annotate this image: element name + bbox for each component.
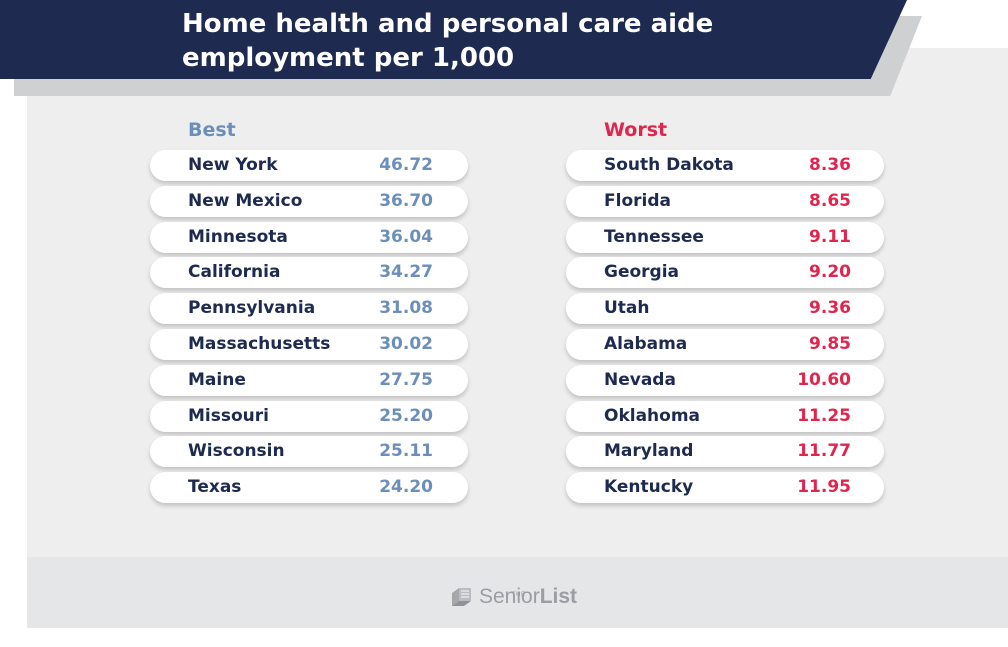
logo-senior: Senior [479, 585, 540, 608]
state-name: Pennsylvania [188, 298, 316, 319]
table-row: Maryland 11.77 [566, 436, 884, 468]
table-row: Maine 27.75 [150, 364, 468, 396]
table-row: Texas 24.20 [150, 472, 468, 504]
table-row: Alabama 9.85 [566, 328, 884, 360]
table-row: New York 46.72 [150, 150, 468, 181]
state-value: 10.60 [797, 369, 851, 390]
table-row: Pennsylvania 31.08 [150, 293, 468, 325]
state-name: California [188, 262, 281, 283]
best-column: Best New York 46.72 New Mexico 36.70 Minne… [150, 117, 468, 508]
table-row: Oklahoma 11.25 [566, 400, 884, 432]
state-value: 34.27 [379, 262, 433, 283]
state-value: 9.11 [809, 226, 851, 247]
state-name: New York [188, 155, 278, 175]
state-name: Florida [604, 190, 671, 211]
state-value: 9.85 [809, 333, 851, 354]
state-name: Texas [188, 477, 242, 498]
state-name: Maryland [604, 441, 694, 462]
state-value: 25.20 [379, 405, 433, 426]
state-value: 8.65 [809, 190, 851, 211]
best-heading: Best [188, 119, 236, 141]
state-name: Oklahoma [604, 405, 701, 426]
title-banner [0, 0, 907, 79]
state-value: 9.36 [809, 298, 851, 319]
footer-band [27, 557, 1008, 628]
table-row: Nevada 10.60 [566, 364, 884, 396]
worst-column: Worst South Dakota 8.36 Florida 8.65 Tenne… [566, 117, 884, 508]
state-value: 9.20 [809, 262, 851, 283]
state-value: 8.36 [809, 155, 851, 175]
state-name: Maine [188, 369, 246, 390]
table-row: Minnesota 36.04 [150, 221, 468, 253]
state-value: 36.70 [379, 190, 433, 211]
table-row: Tennessee 9.11 [566, 221, 884, 253]
state-value: 30.02 [379, 333, 433, 354]
table-row: California 34.27 [150, 257, 468, 289]
worst-heading: Worst [604, 119, 668, 141]
senior-list-logo: THE SeniorList [449, 578, 577, 610]
table-row: Massachusetts 30.02 [150, 328, 468, 360]
table-row: Florida 8.65 [566, 185, 884, 217]
state-name: Kentucky [604, 477, 694, 498]
state-name: Massachusetts [188, 333, 331, 354]
state-value: 11.25 [797, 405, 851, 426]
page-title: Home health and personal care aide emplo… [182, 9, 714, 73]
state-name: Utah [604, 298, 650, 319]
state-value: 46.72 [379, 155, 433, 175]
table-row: South Dakota 8.36 [566, 150, 884, 181]
table-row: Wisconsin 25.11 [150, 436, 468, 468]
state-name: South Dakota [604, 155, 734, 175]
table-row: Georgia 9.20 [566, 257, 884, 289]
state-name: Alabama [604, 333, 688, 354]
state-name: Wisconsin [188, 441, 285, 462]
table-row: Missouri 25.20 [150, 400, 468, 432]
logo-list: List [539, 585, 578, 608]
state-value: 31.08 [379, 298, 433, 319]
state-name: Missouri [188, 405, 269, 426]
state-name: Minnesota [188, 226, 288, 247]
state-name: Nevada [604, 369, 676, 390]
state-value: 11.95 [797, 477, 851, 498]
state-name: New Mexico [188, 190, 303, 211]
table-row: Kentucky 11.95 [566, 472, 884, 504]
state-value: 25.11 [379, 441, 433, 462]
state-value: 27.75 [379, 369, 433, 390]
table-row: New Mexico 36.70 [150, 185, 468, 217]
state-value: 11.77 [797, 441, 851, 462]
state-value: 36.04 [379, 226, 433, 247]
state-value: 24.20 [379, 477, 433, 498]
logo-wordmark: THE SeniorList [479, 584, 577, 610]
state-name: Georgia [604, 262, 680, 283]
logo-the: THE [512, 592, 526, 598]
state-name: Tennessee [604, 226, 704, 247]
table-row: Utah 9.36 [566, 293, 884, 325]
book-icon [452, 588, 471, 606]
